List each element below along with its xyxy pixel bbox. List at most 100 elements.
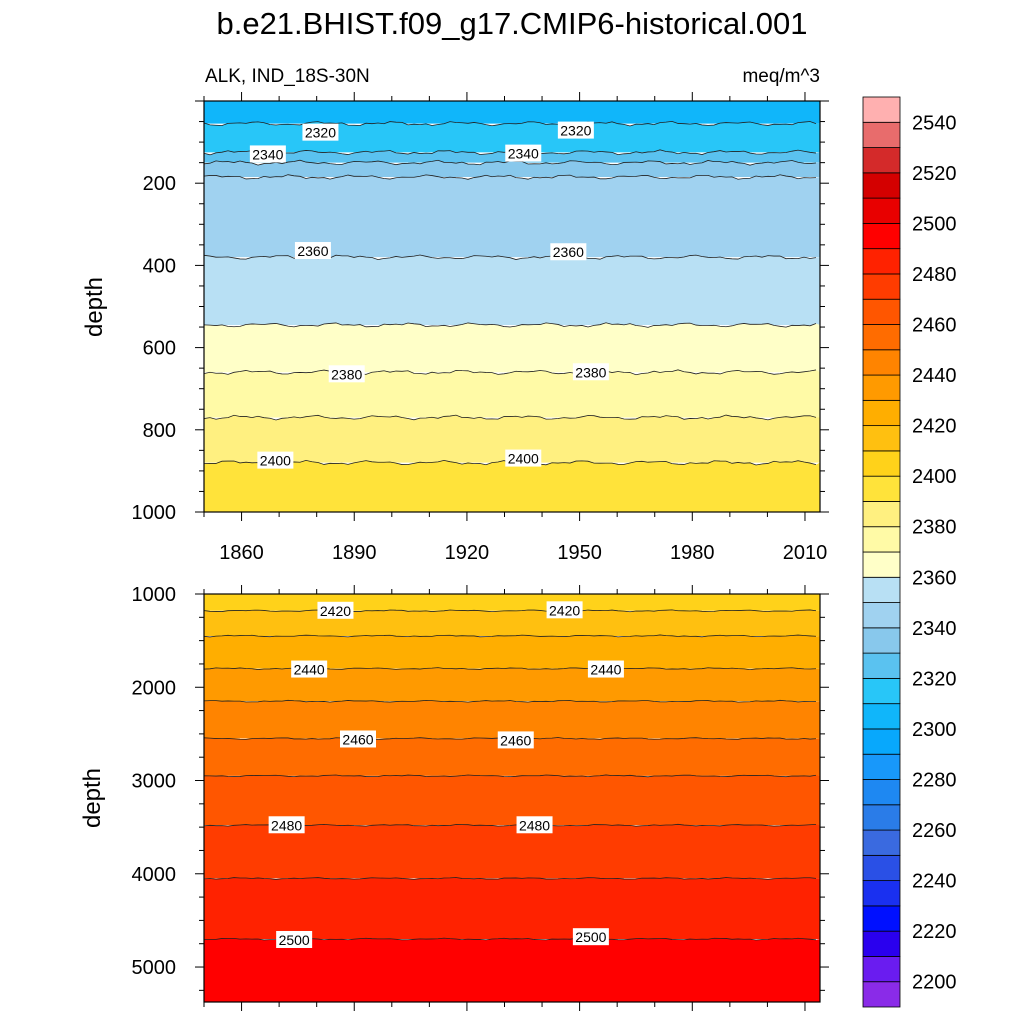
- upper-contour-line: [203, 174, 817, 180]
- upper-contour-label: 2360: [550, 243, 587, 261]
- panel-lower: 1000 2000 3000 4000 5000 2420 2420 2440 2440 2460…: [132, 584, 829, 1011]
- lower-contour-label-bg: [268, 816, 305, 834]
- lower-band: [204, 667, 820, 702]
- variable-region-subtitle: ALK, IND_18S-30N: [205, 66, 370, 87]
- lower-contour-label-bg: [276, 930, 313, 948]
- lower-contour-label-text: 2440: [294, 662, 325, 678]
- lower-y-tick-label: 1000: [132, 584, 177, 606]
- lower-contour-label-bg: [497, 731, 534, 749]
- colorbar-swatch: [862, 273, 901, 300]
- lower-y-tick-label: 3000: [132, 771, 177, 793]
- colorbar-swatch: [862, 956, 901, 983]
- colorbar-swatch: [862, 425, 901, 452]
- upper-y-tick-label: 1000: [132, 502, 177, 524]
- colorbar-swatch: [862, 677, 901, 705]
- lower-contour-line: [203, 634, 817, 638]
- lower-y-tick-label: 2000: [132, 677, 177, 699]
- lower-contour-label-bg: [546, 601, 583, 619]
- colorbar-swatch: [862, 779, 901, 806]
- upper-x-tick-label: 2010: [783, 542, 828, 564]
- colorbar-swatch: [862, 399, 901, 427]
- upper-contour-line: [203, 414, 817, 421]
- lower-y-tick-label: 4000: [132, 864, 177, 886]
- lower-contour-label-text: 2460: [342, 731, 373, 747]
- colorbar-tick-label: 2480: [912, 264, 957, 286]
- lower-contour-label: 2480: [516, 816, 553, 834]
- colorbar-swatch: [862, 324, 901, 351]
- colorbar-swatch: [862, 96, 901, 123]
- units-subtitle: meq/m^3: [742, 66, 820, 87]
- upper-contour-line: [203, 369, 817, 376]
- colorbar-swatch: [862, 501, 901, 528]
- lower-band: [204, 594, 820, 611]
- colorbar-tick-label: 2520: [912, 163, 957, 185]
- colorbar-swatch: [862, 172, 901, 199]
- lower-band: [204, 609, 820, 636]
- colorbar-tick-label: 2440: [912, 365, 957, 387]
- lower-contour-label-text: 2500: [279, 932, 310, 948]
- upper-x-tick-label: 1890: [332, 542, 377, 564]
- upper-band: [204, 101, 820, 124]
- colorbar: 2200 2220 2240 2260 2280 2300 2320 2340 2360 2380…: [862, 96, 957, 1008]
- lower-band: [204, 774, 820, 826]
- lower-contour-label-bg: [317, 601, 354, 619]
- chart-title: b.e21.BHIST.f09_g17.CMIP6-historical.001: [216, 6, 807, 41]
- colorbar-tick-label: 2500: [912, 213, 957, 235]
- lower-contour-label-text: 2480: [519, 817, 550, 833]
- colorbar-swatch: [862, 804, 901, 831]
- lower-contour-label-text: 2460: [500, 732, 531, 748]
- colorbar-tick-label: 2320: [912, 668, 957, 690]
- upper-contour-label: 2340: [505, 144, 542, 162]
- upper-y-tick-label: 400: [143, 255, 176, 277]
- lower-contour-label-text: 2420: [320, 603, 351, 619]
- upper-contour-label: 2320: [302, 123, 339, 141]
- upper-x-tick-label: 1920: [445, 542, 490, 564]
- lower-contour-label-text: 2420: [549, 602, 580, 618]
- upper-y-tick-label: 600: [143, 338, 176, 360]
- colorbar-swatch: [862, 652, 901, 679]
- colorbar-tick-label: 2400: [912, 466, 957, 488]
- lower-contour-label-bg: [587, 660, 624, 678]
- lower-contour-label: 2420: [546, 601, 583, 619]
- upper-band: [204, 322, 820, 373]
- colorbar-swatch: [862, 121, 901, 148]
- upper-contour-label: 2340: [249, 145, 286, 163]
- colorbar-swatch: [862, 374, 901, 401]
- lower-contour-label-bg: [340, 730, 376, 748]
- lower-band: [204, 700, 820, 739]
- upper-contour-label: 2400: [505, 449, 542, 467]
- upper-contour-label-text: 2380: [331, 366, 362, 382]
- upper-band: [204, 160, 820, 178]
- upper-contour-label-bg: [557, 121, 594, 139]
- lower-contour-label: 2480: [268, 816, 305, 834]
- colorbar-tick-label: 2280: [912, 770, 957, 792]
- upper-contour-label-bg: [328, 365, 365, 383]
- lower-contour-label-bg: [572, 928, 609, 946]
- lower-contour-line: [203, 609, 817, 613]
- colorbar-tick-label: 2200: [912, 972, 957, 994]
- lower-band: [204, 877, 820, 940]
- upper-y-tick-label: 800: [143, 420, 176, 442]
- colorbar-swatch: [862, 551, 901, 578]
- lower-band: [204, 634, 820, 669]
- lower-contour-label: 2500: [276, 930, 313, 948]
- lower-contour-line: [203, 877, 817, 880]
- upper-contour-label-bg: [572, 363, 609, 381]
- upper-contour-label-bg: [257, 451, 294, 469]
- lower-contour-label-text: 2480: [271, 817, 302, 833]
- colorbar-swatch: [862, 905, 901, 932]
- upper-band: [204, 460, 820, 512]
- colorbar-swatch: [862, 526, 901, 553]
- lower-contour-label: 2420: [317, 601, 354, 619]
- colorbar-swatch: [862, 829, 901, 856]
- colorbar-swatch: [862, 248, 901, 275]
- upper-band: [204, 415, 820, 463]
- colorbar-swatch: [862, 627, 901, 654]
- lower-contour-label-bg: [516, 816, 553, 834]
- lower-contour-line: [203, 774, 817, 778]
- upper-contour-line: [203, 322, 817, 328]
- lower-frame: [203, 593, 821, 1003]
- upper-x-tick-label: 1980: [670, 542, 715, 564]
- lower-contour-label: 2460: [340, 730, 376, 748]
